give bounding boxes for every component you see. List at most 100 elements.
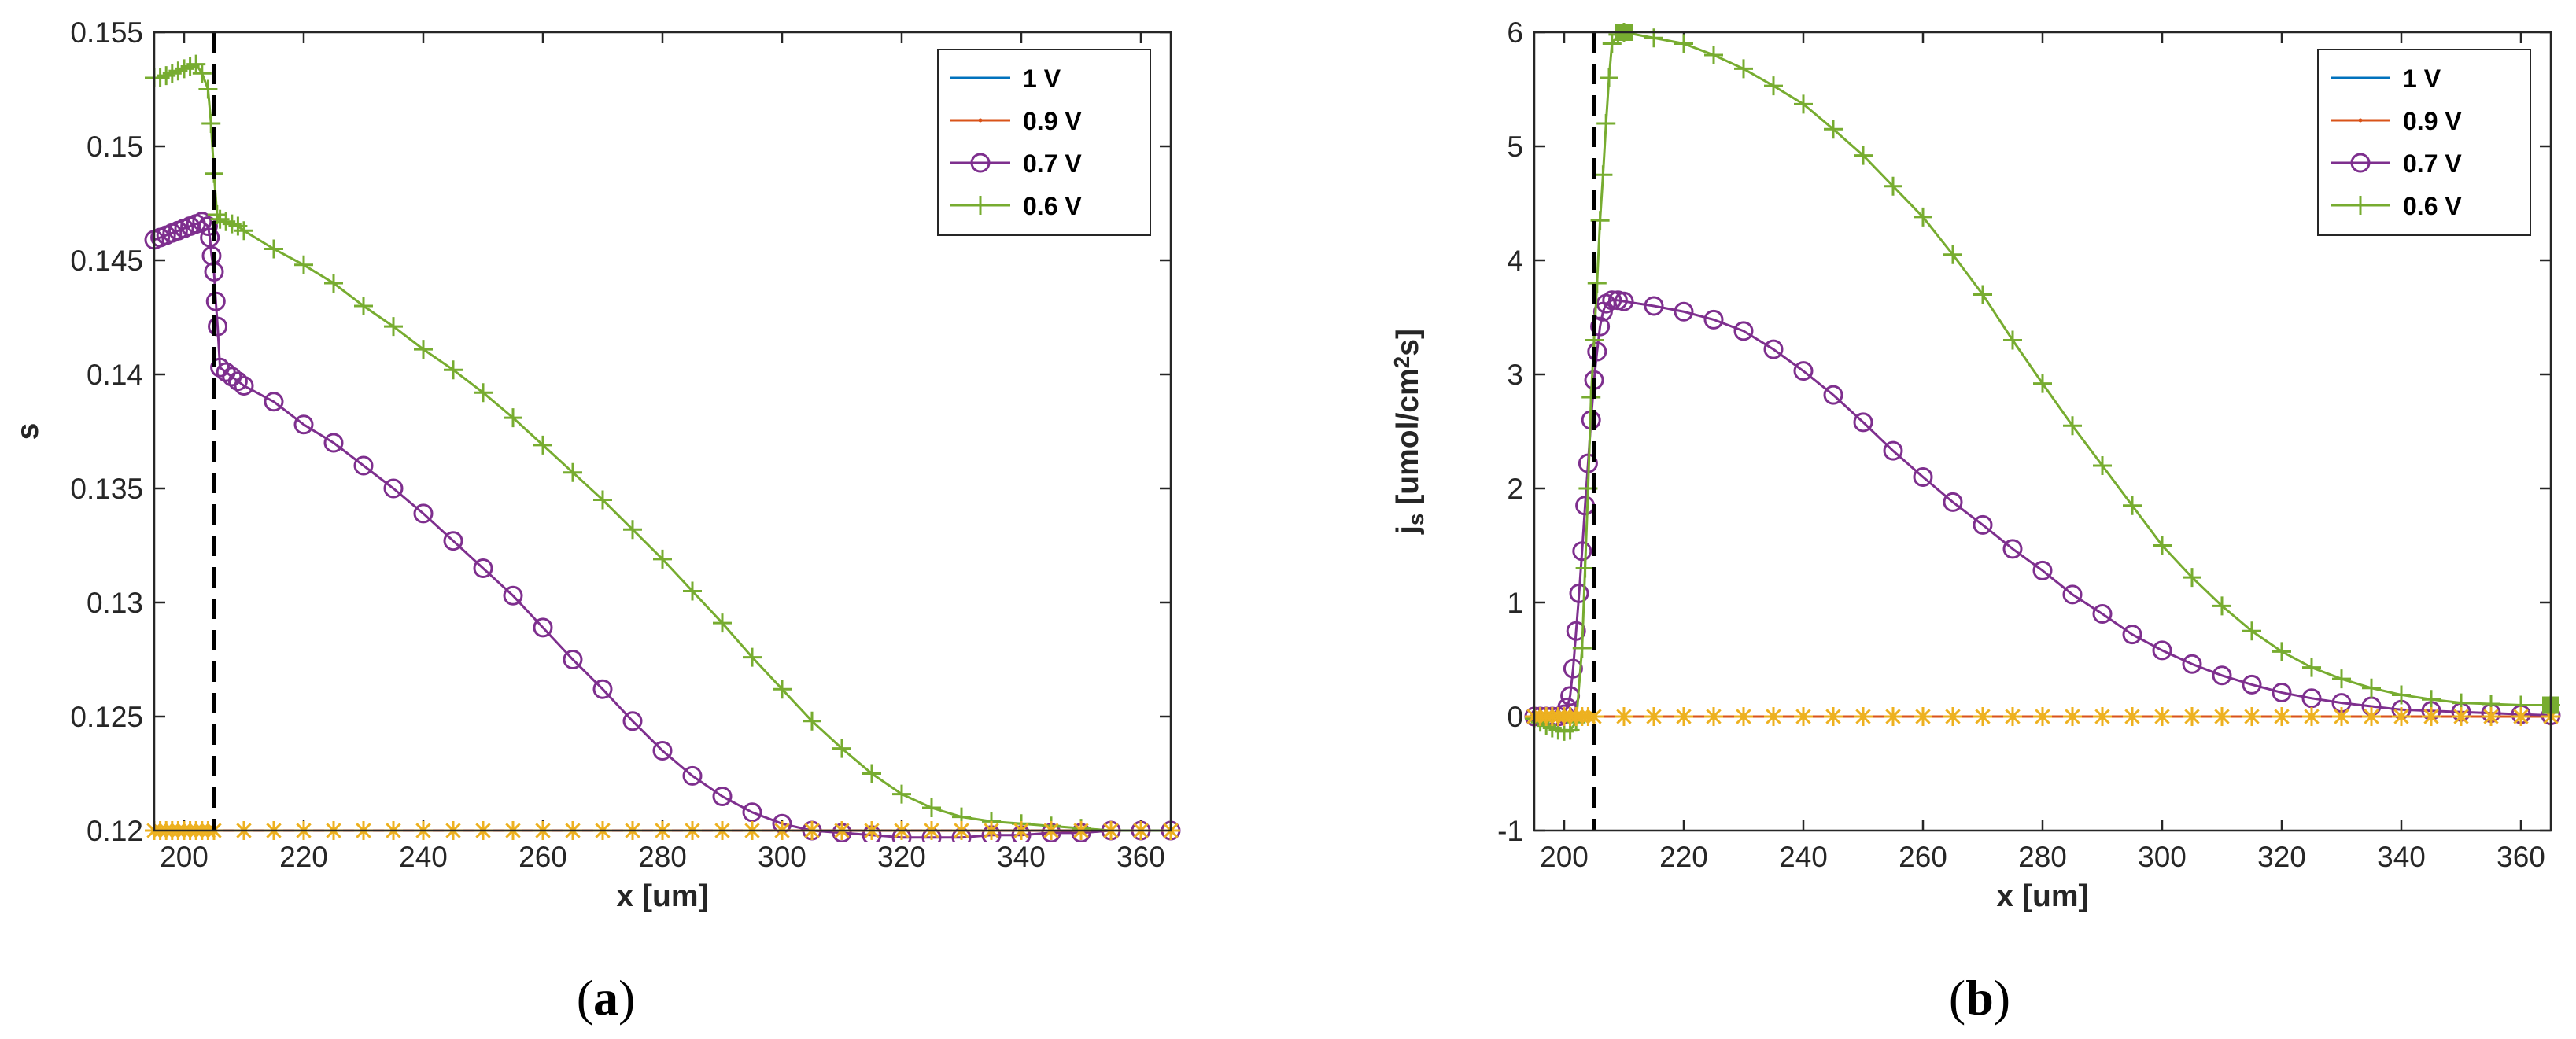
x-tick-label: 240 <box>1779 841 1828 873</box>
data-point <box>2122 625 2142 645</box>
data-point <box>1674 301 1694 322</box>
data-point <box>653 549 672 569</box>
data-point <box>1943 492 1963 512</box>
panel-caption: (a) <box>577 970 636 1026</box>
x-tick-label: 260 <box>1899 841 1947 873</box>
y-tick-label: 1 <box>1507 587 1523 619</box>
chart-panel-a: 200 220 240 260 280 300 320 340 360 0.12 0.125 0.13… <box>11 17 1181 1026</box>
caption-letter: a <box>593 970 618 1026</box>
data-point <box>803 711 821 731</box>
axes-box <box>1533 31 2552 832</box>
y-tick-label: 6 <box>1507 17 1523 49</box>
data-point <box>712 787 733 806</box>
data-point <box>2212 665 2232 686</box>
x-tick-label: 280 <box>2018 841 2067 873</box>
data-point <box>208 316 228 337</box>
data-point <box>1973 285 1992 304</box>
y-tick-label: 0.155 <box>70 17 143 49</box>
data-point <box>384 317 403 337</box>
y-tick-label: 3 <box>1507 359 1523 391</box>
data-point <box>1734 707 1753 726</box>
data-point <box>2272 642 2291 661</box>
data-point <box>1824 707 1843 726</box>
data-point <box>922 798 941 817</box>
data-point <box>2183 707 2201 726</box>
data-point <box>2452 707 2471 726</box>
data-point <box>2272 683 2292 703</box>
x-tick-label: 220 <box>1659 841 1708 873</box>
data-point <box>2302 658 2321 677</box>
y-tick-label: 0.13 <box>87 587 143 619</box>
data-point <box>1644 707 1663 726</box>
data-point <box>1572 541 1592 562</box>
data-point <box>1943 245 1962 264</box>
data-point <box>533 617 553 638</box>
y-tick-label: 0 <box>1507 701 1523 733</box>
data-point <box>1764 76 1783 96</box>
data-point <box>622 711 643 731</box>
x-tick-label: 360 <box>2497 841 2545 873</box>
data-point <box>1593 165 1613 185</box>
data-point <box>2242 621 2261 641</box>
data-point <box>1854 146 1873 165</box>
caption-paren: ) <box>1994 970 2010 1026</box>
data-point <box>2350 153 2371 173</box>
x-tick-label: 300 <box>2138 841 2187 873</box>
data-point <box>2332 669 2351 689</box>
y-axis-label: s <box>11 423 45 440</box>
data-point <box>192 212 212 232</box>
data-point <box>201 114 221 133</box>
y-tick-label: 0.145 <box>70 245 143 277</box>
data-point <box>623 520 642 540</box>
data-point <box>2123 707 2142 726</box>
legend: 1 V 0.9 V 0.7 V 0.6 V <box>937 49 1151 236</box>
data-point <box>2362 678 2381 698</box>
data-point <box>323 433 344 453</box>
data-point <box>2422 707 2441 726</box>
data-point <box>198 79 218 99</box>
data-point <box>2511 707 2530 726</box>
data-point <box>1794 707 1813 726</box>
y-axis-label-part: j <box>1391 525 1425 535</box>
data-point <box>504 408 522 428</box>
data-point <box>294 255 313 274</box>
data-point <box>1884 707 1902 726</box>
data-point <box>354 297 373 315</box>
legend-entry-label: 0.9 V <box>1023 107 1082 135</box>
data-point <box>503 585 523 606</box>
data-point <box>197 216 218 236</box>
x-tick-label: 280 <box>638 841 687 873</box>
data-point <box>2183 568 2201 588</box>
data-point <box>1596 114 1616 133</box>
x-tick-label: 340 <box>2377 841 2426 873</box>
data-point <box>2033 707 2052 726</box>
data-point <box>2003 707 2022 726</box>
x-tick-label: 360 <box>1116 841 1165 873</box>
x-tick-label: 240 <box>399 841 448 873</box>
data-point <box>1973 707 1992 726</box>
data-point <box>1615 707 1633 726</box>
data-point <box>1734 59 1753 79</box>
data-point <box>593 490 612 510</box>
data-point <box>1590 211 1610 230</box>
data-point <box>892 784 911 804</box>
data-point <box>2242 707 2261 726</box>
data-point <box>743 647 762 667</box>
data-point <box>2482 707 2500 726</box>
data-point <box>444 360 463 380</box>
data-point <box>1853 412 1873 433</box>
x-tick-label: 320 <box>877 841 926 873</box>
data-point <box>2063 416 2082 436</box>
legend-entry-label: 1 V <box>2403 64 2441 93</box>
data-point <box>2063 707 2082 726</box>
x-tick-label: 220 <box>279 841 328 873</box>
y-tick-label: 0.135 <box>70 473 143 505</box>
y-tick-label: 0.125 <box>70 701 143 733</box>
caption-paren: ) <box>618 970 635 1026</box>
data-point <box>1794 94 1813 114</box>
x-tick-label: 200 <box>160 841 209 873</box>
x-axis-label: x [um] <box>617 879 709 913</box>
data-point <box>353 455 374 476</box>
data-point <box>1587 274 1607 293</box>
